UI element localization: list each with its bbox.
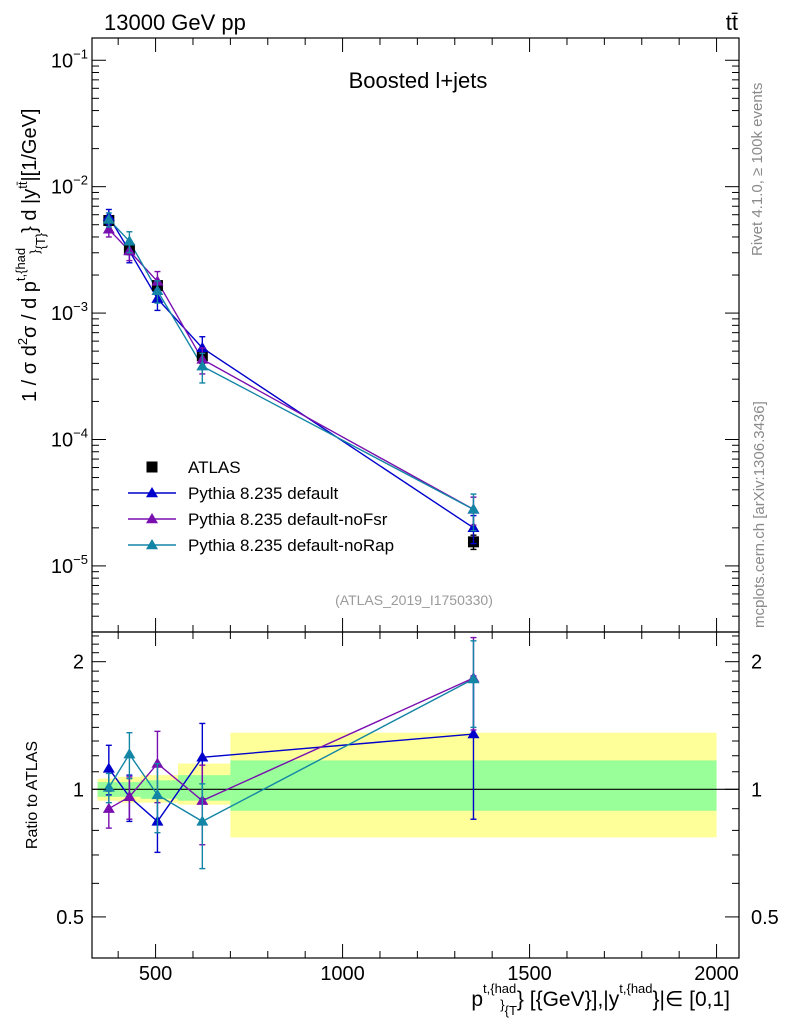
ratio-y-tick-label-right: 1 [751,779,762,801]
ratio-y-tick-label: 1 [73,779,84,801]
main-y-tick-label: 10−1 [51,46,88,72]
main-y-tick-label: 10−3 [51,299,88,325]
legend-label-noFsr: Pythia 8.235 default-noFsr [188,510,388,529]
x-tick-label: 1000 [320,963,365,985]
main-y-axis-label: 1 / σ d2σ / d pt,{had}{T}} d |ytt̄|[1/Ge… [13,109,48,403]
ratio-y-tick-label-right: 0.5 [751,907,779,929]
legend-marker-noFsr [146,513,158,524]
ratio-frame [91,631,740,959]
ratio-y-tick-label-right: 2 [751,652,762,674]
ratio-y-tick-label: 0.5 [56,907,84,929]
reference-label: (ATLAS_2019_I1750330) [335,592,493,608]
legend-marker-noRap [146,539,158,550]
ratio-plot-content [92,636,739,870]
marker-noRap [151,284,164,296]
ratio-marker-noRap [123,748,136,759]
ratio-marker-default [196,751,209,762]
ratio-panel: 0.5 0.5 1 1 2 2 500 1000 1500 2000 [56,631,779,985]
ratio-marker-noFsr [151,757,164,768]
marker-noRap [196,360,209,371]
x-tick-label: 500 [139,963,172,985]
ratio-marker-default [467,728,480,739]
legend-marker-default [146,487,158,498]
main-plot-content [102,208,480,551]
x-tick-label: 1500 [507,963,552,985]
ratio-marker-noRap [196,815,209,826]
x-tick-label: 2000 [694,963,739,985]
main-y-tick-label: 10−5 [51,552,88,578]
ratio-marker-noRap [151,788,164,800]
marker-noRap [123,235,136,246]
marker-noFsr [102,223,115,234]
main-y-ticks: 10−5 10−4 10−3 10−2 10−1 [51,38,739,633]
ratio-y-tick-label: 2 [73,652,84,674]
ratio-marker-noRap [467,673,480,684]
ratio-marker-default [102,762,115,773]
marker-default [196,341,209,353]
ratio-y-axis-label: Ratio to ATLAS [24,741,41,849]
main-y-tick-label: 10−2 [51,173,88,199]
mcplots-label: mcplots.cern.ch [arXiv:1306.3436] [751,401,768,628]
rivet-version-label: Rivet 4.1.0, ≥ 100k events [749,83,766,256]
legend-label-data: ATLAS [188,458,241,477]
energy-title: 13000 GeV pp [104,10,246,35]
process-title: tt̄ [726,10,738,35]
legend-label-noRap: Pythia 8.235 default-noRap [188,536,394,555]
legend-label-default: Pythia 8.235 default [188,484,339,503]
marker-noRap [467,503,480,514]
main-y-tick-label: 10−4 [51,425,88,451]
marker-noRap [102,213,115,224]
ratio-axis-ticks: 0.5 0.5 1 1 2 2 500 1000 1500 2000 [56,632,779,985]
x-axis-label: pt,{had}{T} [{GeV}],|yt,{had}|∈ [0,1] [471,981,730,1018]
ratio-marker-noFsr [102,802,115,813]
legend-marker-data [146,461,158,473]
panel-title: Boosted l+jets [349,68,488,93]
ratio-marker-noFsr [123,790,136,802]
legend: ATLAS Pythia 8.235 default Pythia 8.235 de… [128,458,394,555]
main-panel: 10−5 10−4 10−3 10−2 10−1 Boosted l+jets (ATL… [51,37,740,633]
